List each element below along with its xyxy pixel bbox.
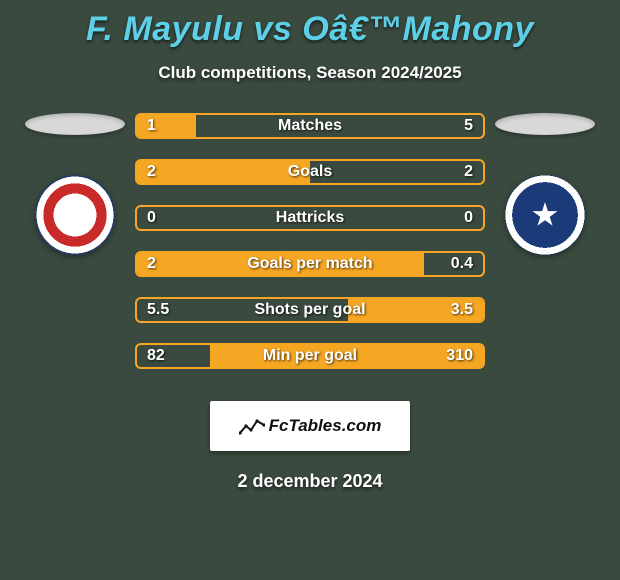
stat-value-left: 0	[147, 209, 156, 227]
stat-value-left: 82	[147, 347, 165, 365]
stat-row: 82 Min per goal 310	[135, 343, 485, 369]
stat-row: 1 Matches 5	[135, 113, 485, 139]
stat-label: Goals per match	[247, 255, 372, 273]
stat-value-right: 5	[464, 117, 473, 135]
stat-value-right: 0.4	[451, 255, 473, 273]
stat-value-right: 2	[464, 163, 473, 181]
bar-fill-left	[137, 161, 310, 183]
player-oval-right	[495, 113, 595, 135]
left-side	[15, 113, 135, 255]
subtitle: Club competitions, Season 2024/2025	[0, 63, 620, 83]
stat-label: Hattricks	[276, 209, 344, 227]
stat-row: 5.5 Shots per goal 3.5	[135, 297, 485, 323]
club-crest-left	[35, 175, 115, 255]
stat-value-right: 310	[446, 347, 473, 365]
stat-label: Shots per goal	[254, 301, 365, 319]
bar-fill-left	[137, 115, 196, 137]
stat-row: 2 Goals per match 0.4	[135, 251, 485, 277]
stat-value-right: 0	[464, 209, 473, 227]
stat-value-left: 2	[147, 255, 156, 273]
stat-value-left: 2	[147, 163, 156, 181]
chart-icon	[239, 417, 265, 435]
stat-row: 0 Hattricks 0	[135, 205, 485, 231]
page-title: F. Mayulu vs Oâ€™Mahony	[0, 0, 620, 49]
right-side	[485, 113, 605, 255]
player-oval-left	[25, 113, 125, 135]
stat-value-right: 3.5	[451, 301, 473, 319]
stat-row: 2 Goals 2	[135, 159, 485, 185]
stat-label: Matches	[278, 117, 342, 135]
stat-label: Min per goal	[263, 347, 357, 365]
stat-value-left: 5.5	[147, 301, 169, 319]
stat-bars: 1 Matches 5 2 Goals 2 0 Hattricks 0 2 Goals per ma…	[135, 113, 485, 389]
comparison-content: 1 Matches 5 2 Goals 2 0 Hattricks 0 2 Goals per ma…	[0, 113, 620, 389]
logo-box: FcTables.com	[210, 401, 410, 451]
stat-label: Goals	[288, 163, 332, 181]
logo-text: FcTables.com	[269, 416, 382, 436]
club-crest-right	[505, 175, 585, 255]
stat-value-left: 1	[147, 117, 156, 135]
date-label: 2 december 2024	[0, 471, 620, 492]
